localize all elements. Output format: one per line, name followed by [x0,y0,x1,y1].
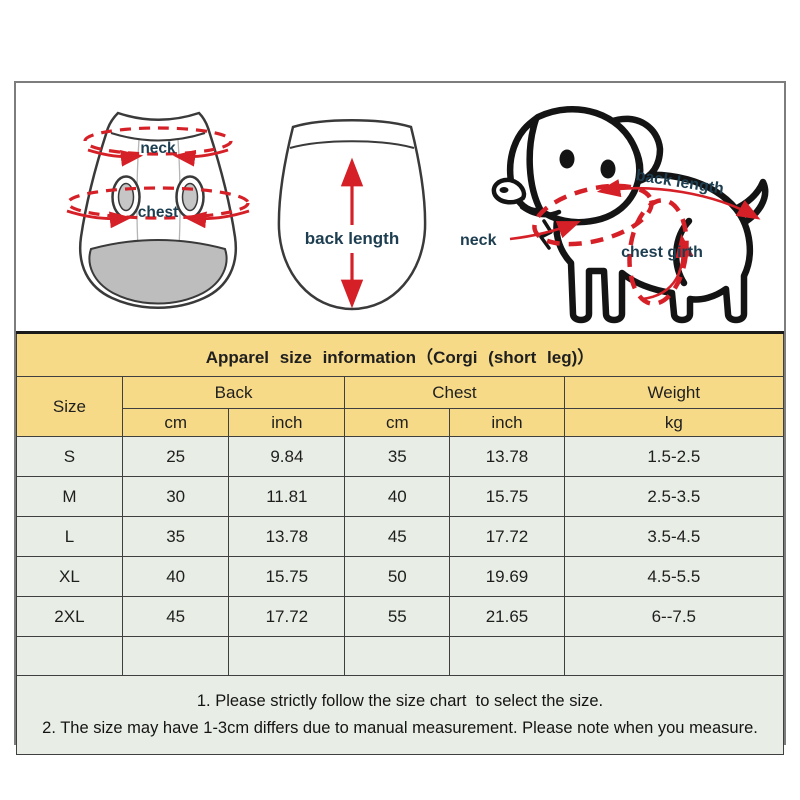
table-cell: XL [16,556,123,597]
table-cell: 15.75 [228,556,346,597]
neck-measure-annotation [83,126,233,167]
size-table: Apparel size information（Corgi (short le… [16,331,785,755]
chest-measure-annotation [66,186,250,229]
unit-header-chest-inch: inch [449,408,565,437]
table-cell: 21.65 [449,596,565,637]
garment-belly-panel [88,239,228,305]
dog-illustration: neck back length chest girth [460,106,769,324]
size-chart-panel: neck chest back length [14,81,786,755]
table-notes-row: 1. Please strictly follow the size chart… [16,675,784,755]
table-cell: 45 [121,596,230,637]
garment-back-illustration: back length [277,119,427,311]
table-cell: 6--7.5 [563,596,785,637]
table-empty-row [16,636,785,676]
measurement-illustrations: neck chest back length [16,83,784,331]
table-cell: 40 [121,556,230,597]
table-row: L 35 13.78 45 17.72 3.5-4.5 [16,516,785,557]
table-cell: 1.5-2.5 [563,436,785,477]
table-cell [344,636,451,676]
table-cell [449,636,565,676]
front-chest-label: chest [138,204,179,221]
col-header-back: Back [121,376,346,409]
table-cell: 13.78 [228,516,346,557]
table-cell: 55 [344,596,451,637]
table-row: M 30 11.81 40 15.75 2.5-3.5 [16,476,785,517]
garment-back-collar-seam [289,140,415,149]
dog-measure-annotations [509,179,761,306]
table-cell: L [16,516,123,557]
back-length-label: back length [305,229,399,248]
note-line-2: 2. The size may have 1-3cm differs due t… [42,719,758,737]
table-cell: 15.75 [449,476,565,517]
unit-header-back-inch: inch [228,408,346,437]
table-cell: 35 [121,516,230,557]
unit-header-chest-cm: cm [344,408,451,437]
table-cell: 3.5-4.5 [563,516,785,557]
table-cell: 35 [344,436,451,477]
table-cell: 13.78 [449,436,565,477]
table-cell: 2XL [16,596,123,637]
table-title: Apparel size information（Corgi (short le… [16,332,784,377]
table-cell [121,636,230,676]
front-neck-label: neck [140,140,176,157]
table-cell: 11.81 [228,476,346,517]
table-cell: 4.5-5.5 [563,556,785,597]
unit-header-back-cm: cm [121,408,230,437]
table-cell [16,636,123,676]
table-cell: 17.72 [449,516,565,557]
note-line-1: 1. Please strictly follow the size chart… [196,692,604,710]
table-cell: 2.5-3.5 [563,476,785,517]
garment-collar-seam [110,132,206,142]
table-cell: 9.84 [228,436,346,477]
table-cell [563,636,785,676]
dog-neck-label: neck [460,232,497,249]
table-cell: 30 [121,476,230,517]
table-cell: S [16,436,123,477]
table-cell: M [16,476,123,517]
dog-chest-girth-label: chest girth [621,244,703,261]
table-cell: 40 [344,476,451,517]
table-title-row: Apparel size information（Corgi (short le… [16,332,784,377]
table-cell: 45 [344,516,451,557]
table-cell: 50 [344,556,451,597]
table-group-header-row: Size Back Chest Weight [16,376,785,437]
col-header-weight: Weight [563,376,785,409]
table-cell: 25 [121,436,230,477]
garment-front-illustration: neck chest [66,111,250,309]
col-header-size: Size [16,376,123,437]
table-cell [228,636,346,676]
table-row: XL 40 15.75 50 19.69 4.5-5.5 [16,556,785,597]
table-unit-header-row: cm inch cm inch kg [17,408,785,437]
table-row: 2XL 45 17.72 55 21.65 6--7.5 [16,596,785,637]
col-header-chest: Chest [344,376,565,409]
table-row: S 25 9.84 35 13.78 1.5-2.5 [16,436,785,477]
table-cell: 19.69 [449,556,565,597]
dog-eyes [499,149,616,193]
table-cell: 17.72 [228,596,346,637]
dog-outline [491,106,769,324]
unit-header-weight-kg: kg [563,408,785,437]
